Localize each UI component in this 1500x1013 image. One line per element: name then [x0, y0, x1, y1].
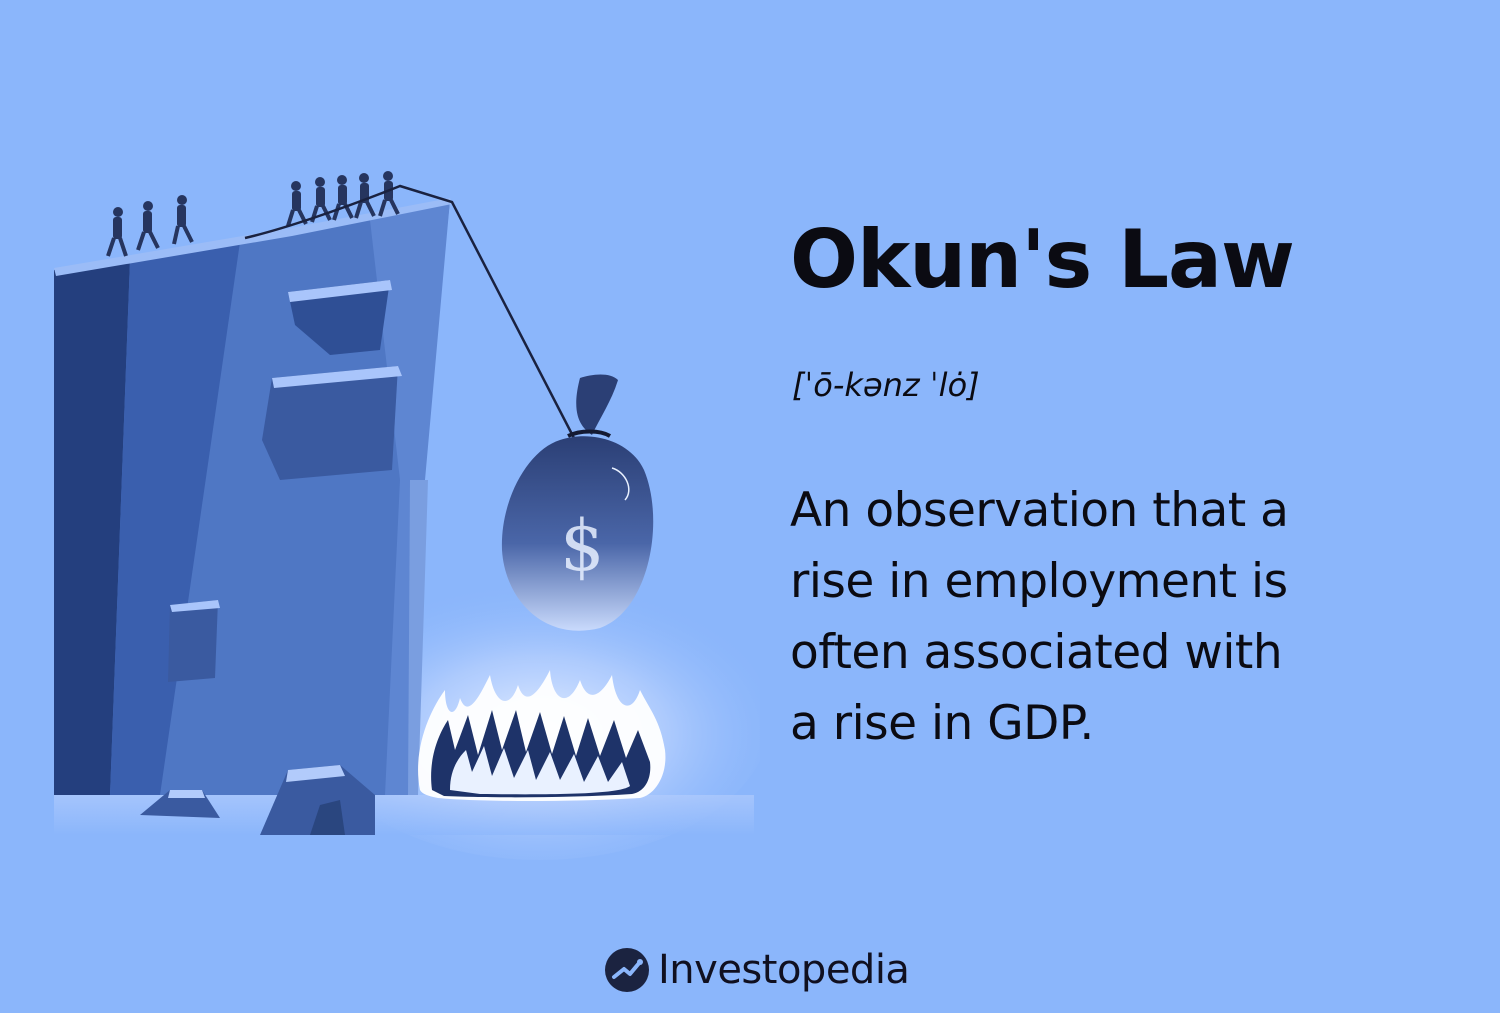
- people-group: [106, 171, 400, 257]
- definition-line: often associated with: [790, 625, 1283, 680]
- money-bag: $: [501, 374, 654, 631]
- brand-name: Investopedia: [658, 947, 910, 993]
- definition-line: An observation that a: [790, 483, 1289, 538]
- cliff-illustration: $: [54, 171, 760, 860]
- rope-pullers: [286, 171, 400, 227]
- rocks: [140, 765, 375, 835]
- fire: [418, 670, 666, 801]
- cliff: [54, 198, 452, 795]
- term-title: Okun's Law: [790, 213, 1295, 306]
- dollar-symbol: $: [560, 505, 605, 587]
- term-pronunciation: [ˈō-kənz ˈlȯ]: [792, 366, 980, 404]
- term-definition: An observation that a rise in employment…: [790, 475, 1410, 759]
- investopedia-logo-icon: [605, 948, 649, 992]
- rope: [244, 184, 577, 441]
- definition-line: a rise in GDP.: [790, 696, 1094, 751]
- definition-line: rise in employment is: [790, 554, 1288, 609]
- brand-logo[interactable]: Investopedia: [604, 942, 910, 998]
